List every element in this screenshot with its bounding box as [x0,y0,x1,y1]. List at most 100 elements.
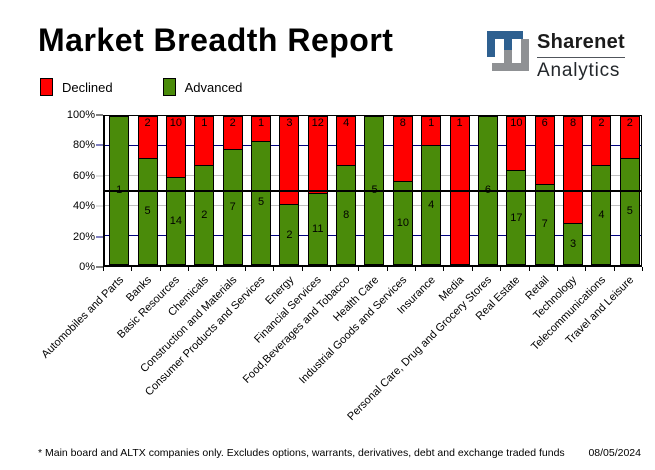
y-axis-label: 0% [79,261,95,273]
declined-value-label: 2 [626,117,633,129]
declined-segment [195,117,214,166]
x-tick [642,267,643,271]
logo-name-bottom: Analytics [537,60,621,81]
advanced-segment [564,223,583,264]
bar-slot [304,116,332,265]
advanced-value-label: 4 [428,198,435,211]
y-axis-label: 60% [72,169,95,182]
declined-segment [393,117,412,183]
declined-value-label: 1 [456,117,463,129]
footer-note: * Main board and ALTX companies only. Ex… [38,447,565,459]
declined-segment [422,117,441,147]
advanced-segment [280,205,299,264]
x-tick [613,267,615,271]
legend-label-declined: Declined [62,79,113,95]
x-tick [415,267,417,271]
x-tick [159,267,161,271]
advanced-value-label: 2 [286,228,293,241]
x-tick [585,267,587,271]
x-tick [244,267,246,271]
x-tick [358,267,360,271]
advanced-value-label: 1 [116,184,123,196]
fifty-percent-line [105,189,641,192]
y-axis-labels: 0% 20% 40% 60% 80% 100% [38,109,95,273]
y-tick [96,205,103,207]
declined-value-label: 1 [201,117,208,129]
x-tick [556,267,558,271]
declined-value-label: 4 [343,117,350,129]
y-axis-label: 40% [72,200,95,213]
advanced-segment [138,159,157,264]
footer-date: 08/05/2024 [588,447,641,459]
advanced-value-label: 5 [371,184,378,196]
advanced-value-label: 7 [229,200,236,213]
advanced-value-label: 6 [484,184,492,196]
advanced-value-label: 5 [257,196,265,209]
x-tick [188,267,190,271]
x-axis-label: Automobiles and Parts [38,274,126,361]
declined-value-label: 2 [144,117,151,129]
page-title: Market Breadth Report [38,22,394,58]
declined-value-label: 2 [598,117,605,129]
advanced-segment [223,149,242,264]
y-tick [96,144,103,146]
advanced-value-label: 14 [169,215,183,228]
declined-value-label: 10 [510,117,523,129]
declined-value-label: 12 [311,117,324,129]
y-tick [96,236,103,238]
y-tick [96,175,103,177]
stacked-bar [307,116,328,265]
advanced-value-label: 5 [626,205,633,218]
declined-swatch-icon [40,78,53,96]
x-tick [216,267,218,271]
declined-segment [535,117,554,185]
x-tick [131,267,133,271]
advanced-swatch-icon [162,78,176,96]
legend-item-advanced: Advanced [162,78,242,96]
declined-segment [564,117,583,224]
logo-name-top: Sharenet [537,31,625,58]
declined-value-label: 1 [428,117,435,129]
declined-segment [252,117,270,142]
y-ticks [96,114,103,268]
declined-segment [280,117,299,206]
advanced-value-label: 7 [541,218,548,231]
y-tick [96,266,103,268]
advanced-value-label: 5 [144,205,151,218]
legend-item-declined: Declined [40,78,113,96]
y-axis-label: 20% [72,230,95,243]
x-tick [273,267,275,271]
x-ticks [103,267,643,271]
x-tick [500,267,502,271]
declined-value-label: 8 [570,117,577,129]
declined-value-label: 8 [399,117,406,129]
advanced-value-label: 10 [396,217,409,230]
declined-segment [620,117,639,159]
declined-segment [223,117,242,150]
advanced-segment [308,193,327,264]
advanced-value-label: 17 [510,211,523,224]
x-tick [386,267,388,271]
advanced-segment [393,182,412,264]
x-tick [103,267,104,271]
advanced-segment [252,141,270,264]
y-axis-label: 100% [66,109,95,121]
declined-value-label: 3 [286,117,293,129]
x-tick [528,267,530,271]
x-tick [301,267,303,271]
advanced-value-label: 3 [570,238,577,251]
advanced-segment [166,178,185,264]
declined-segment [337,117,356,166]
declined-segment [308,117,327,194]
declined-value-label: 10 [169,117,183,129]
advanced-segment [620,159,639,264]
plot-area: 1 2 5 10 14 1 2 2 7 1 5 3 2 12 11 4 8 5 8 10 1 4 1 6 10 17 6 7 8 3 2 4 2… [103,115,642,267]
declined-value-label: 2 [229,117,236,129]
bar-labels-layer: 1 2 5 10 14 1 2 2 7 1 5 3 2 12 11 4 8 5 8 10 1 4 1 6 10 17 6 7 8 3 2 4 2… [105,116,641,265]
declined-value-label: 1 [257,117,265,129]
declined-segment [166,117,185,179]
legend: Declined Advanced [40,78,292,96]
x-tick [329,267,331,271]
logo-text: Sharenet Analytics [537,31,625,82]
